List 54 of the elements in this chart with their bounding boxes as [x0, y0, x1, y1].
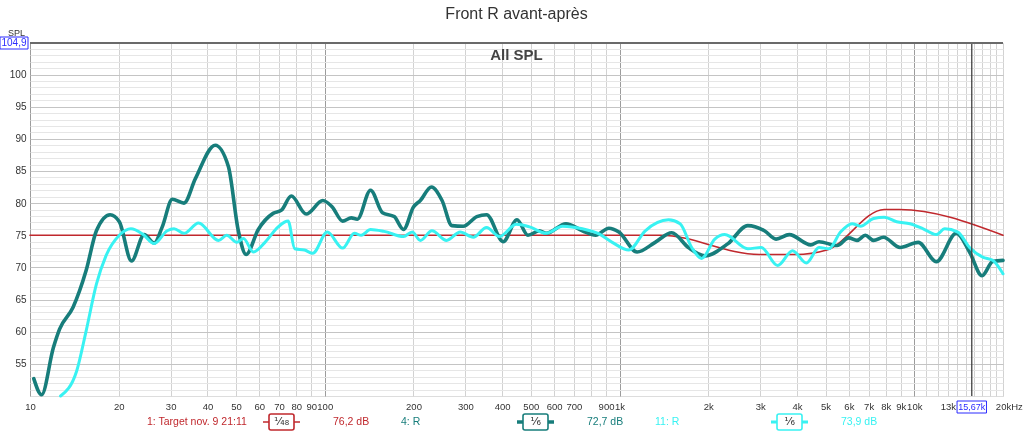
y-tick-label: 65	[15, 294, 27, 306]
text: ¹⁄₆	[784, 415, 796, 428]
x-tick-label: 20k	[995, 400, 1012, 412]
x-tick-label: 40	[202, 400, 214, 412]
y-tick-label: 80	[15, 197, 27, 209]
chart-title: Front R avant-après	[445, 5, 588, 22]
text: 76,2 dB	[333, 415, 370, 427]
y-tick-label: 55	[15, 358, 27, 370]
text: ¹⁄₄₈	[273, 415, 290, 428]
x-tick-label: 300	[457, 400, 474, 412]
ref-line-label: 104,9	[1, 37, 27, 48]
x-tick-label: 4k	[792, 400, 803, 412]
y-tick-label: 75	[15, 229, 27, 241]
x-tick-label: 100	[317, 400, 334, 412]
x-tick-label: 20	[113, 400, 125, 412]
x-tick-label: 70	[274, 400, 285, 412]
legend-label: 1: Target nov. 9 21:11	[147, 415, 247, 427]
y-axis-title: SPL	[7, 27, 26, 38]
x-tick-label: 600	[546, 400, 563, 412]
y-tick-label: 90	[15, 133, 27, 145]
x-tick-label: 400	[494, 400, 511, 412]
x-tick-label: 10	[25, 400, 36, 412]
ref-line-label: 15,67k	[958, 402, 986, 412]
y-tick-label: 95	[15, 101, 27, 113]
x-tick-label: 3k	[755, 400, 766, 412]
x-tick-label: 30	[165, 400, 177, 412]
y-tick-label: 70	[15, 261, 27, 273]
x-tick-label: 700	[566, 400, 583, 412]
x-tick-label: 80	[291, 400, 302, 412]
x-tick-label: 9k	[896, 400, 907, 412]
x-tick-label: 1k	[614, 400, 626, 412]
text: 4: R	[401, 415, 421, 427]
x-tick-label: 7k	[864, 400, 875, 412]
text: 72,7 dB	[587, 415, 624, 427]
x-tick-label: 2k	[703, 400, 714, 412]
x-tick-label: 13k	[940, 400, 957, 412]
x-tick-label: 5k	[821, 400, 832, 412]
y-tick-label: 85	[15, 165, 27, 177]
x-tick-label: 200	[406, 400, 422, 412]
x-tick-label: 900	[598, 400, 615, 412]
x-tick-label: 60	[254, 400, 266, 412]
x-tick-label: 50	[231, 400, 242, 412]
text: ¹⁄₆	[530, 415, 542, 428]
x-tick-label: 10k	[907, 400, 923, 412]
y-tick-label: 60	[15, 326, 27, 338]
y-tick-label: 100	[9, 69, 27, 81]
text: 11: R	[655, 415, 680, 427]
text: 73,9 dB	[841, 415, 878, 427]
x-tick-label: 90	[306, 400, 318, 412]
x-tick-label: 8k	[881, 400, 892, 412]
x-tick-label: 500	[523, 400, 540, 412]
x-tick-label: 6k	[844, 400, 855, 412]
x-axis-title: Hz	[1011, 400, 1024, 412]
chart-subtitle: All SPL	[490, 46, 543, 63]
